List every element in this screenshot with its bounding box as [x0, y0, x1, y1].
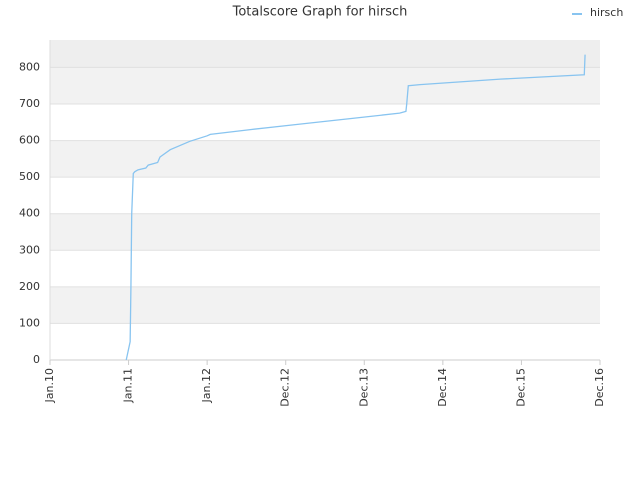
grid-band	[50, 177, 600, 214]
y-tick-label: 500	[19, 170, 40, 183]
x-tick-label: Dec.15	[514, 368, 527, 407]
legend-label: hirsch	[590, 6, 623, 19]
x-tick-label: Jan.10	[43, 368, 56, 403]
x-tick-label: Dec.14	[436, 368, 449, 407]
grid-band	[50, 104, 600, 141]
y-tick-label: 200	[19, 280, 40, 293]
grid-band	[50, 323, 600, 360]
y-tick-label: 800	[19, 60, 40, 73]
grid-band	[50, 213, 600, 251]
x-tick-label: Jan.11	[122, 368, 135, 403]
y-tick-label: 400	[19, 207, 40, 220]
grid-band	[50, 250, 600, 287]
grid-band	[50, 67, 600, 104]
y-tick-label: 600	[19, 134, 40, 147]
y-tick-label: 0	[33, 353, 40, 366]
x-tick-label: Dec.12	[279, 368, 292, 407]
x-tick-label: Dec.13	[357, 368, 370, 407]
grid-band	[50, 286, 600, 324]
line	[125, 54, 586, 361]
grid-band	[50, 140, 600, 178]
grid-band	[50, 40, 600, 68]
y-tick-label: 700	[19, 97, 40, 110]
y-tick-label: 300	[19, 243, 40, 256]
chart-title: Totalscore Graph for hirsch	[232, 5, 408, 20]
y-tick-label: 100	[19, 316, 40, 329]
x-tick-label: Jan.12	[200, 368, 213, 403]
x-tick-label: Dec.16	[593, 368, 606, 407]
